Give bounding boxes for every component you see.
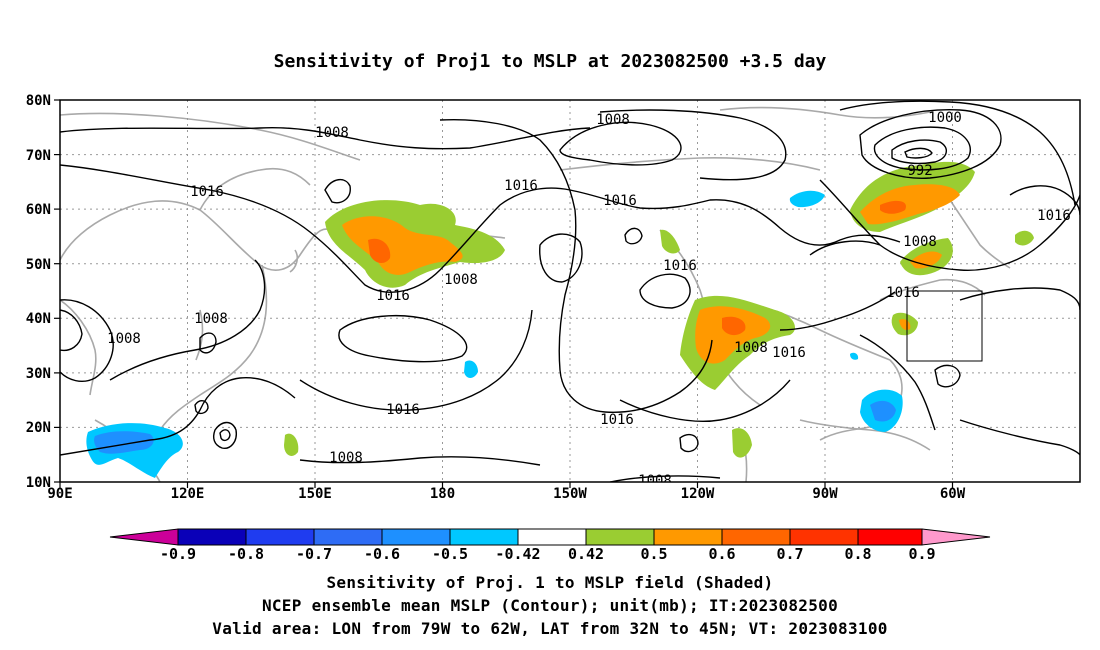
colorbar-swatch: [449, 528, 519, 546]
contour-label: 1008: [596, 112, 630, 128]
negative-sensitivity-region: [850, 352, 859, 360]
lat-label-50n: 50N: [26, 257, 51, 273]
lat-label-30n: 30N: [26, 366, 51, 382]
colorbar-swatch: [381, 528, 451, 546]
lon-label-150w: 150W: [553, 486, 587, 502]
colorbar-swatch: [313, 528, 383, 546]
positive-sensitivity-region: [1015, 230, 1034, 246]
contour-label: 1008: [734, 340, 768, 356]
positive-sensitivity-region: [284, 433, 299, 456]
colorbar-label: 0.42: [568, 545, 604, 563]
lon-label-90e: 90E: [47, 486, 72, 502]
contour-label: 1008: [315, 125, 349, 141]
positive-sensitivity-region: [899, 319, 911, 330]
lon-label-120e: 120E: [171, 486, 205, 502]
longitude-labels: 90E 120E 150E 180 150W 120W 90W 60W: [47, 486, 965, 502]
colorbar-label: 0.6: [708, 545, 735, 563]
negative-sensitivity-region: [789, 190, 825, 208]
colorbar-label: -0.7: [296, 545, 332, 563]
contour-label: 992: [907, 163, 932, 179]
latitude-labels: 80N 70N 60N 50N 40N 30N 20N 10N: [26, 93, 51, 491]
colorbar-swatch: [177, 528, 247, 546]
negative-sensitivity-region: [464, 360, 478, 378]
colorbar-swatch: [789, 528, 859, 546]
contour-label: 1008: [194, 311, 228, 327]
lat-label-60n: 60N: [26, 202, 51, 218]
contour-label: 1008: [444, 272, 478, 288]
contour-label: 1008: [329, 450, 363, 466]
contour-label: 1016: [504, 178, 538, 194]
colorbar-label: -0.9: [160, 545, 196, 563]
colorbar-label: 0.7: [776, 545, 803, 563]
contour-label: 1008: [638, 473, 672, 489]
negative-sensitivity-region: [94, 431, 154, 454]
contour-label: 1016: [1037, 208, 1071, 224]
positive-sensitivity-region: [860, 184, 960, 225]
lat-label-70n: 70N: [26, 148, 51, 164]
contour-label: 1016: [603, 193, 637, 209]
colorbar-swatch: [585, 528, 655, 546]
colorbar-swatch: [857, 528, 923, 546]
positive-sensitivity-region: [880, 200, 906, 214]
colorbar-label: 0.9: [908, 545, 935, 563]
contour-label: 1008: [107, 331, 141, 347]
colorbar-label: 0.8: [844, 545, 871, 563]
colorbar-swatch: [721, 528, 791, 546]
colorbar-label: 0.5: [640, 545, 667, 563]
colorbar: -0.9 -0.8 -0.7 -0.6 -0.5 -0.42 0.42 0.5 …: [109, 528, 991, 563]
negative-sensitivity-region: [870, 400, 896, 422]
footer-caption-line2: NCEP ensemble mean MSLP (Contour); unit(…: [261, 596, 839, 615]
lon-label-60w: 60W: [940, 486, 966, 502]
contour-labels: 1008 1016 1008 1016 1000 992 1016 1008 1…: [107, 110, 1071, 489]
gridlines: [60, 100, 1080, 482]
colorbar-low-arrow: [109, 528, 179, 546]
contour-label: 1016: [600, 412, 634, 428]
lat-label-80n: 80N: [26, 93, 51, 109]
lat-label-20n: 20N: [26, 420, 51, 436]
contour-label: 1016: [376, 288, 410, 304]
contour-label: 1016: [386, 402, 420, 418]
colorbar-swatch: [653, 528, 723, 546]
footer-caption-line3: Valid area: LON from 79W to 62W, LAT fro…: [212, 619, 888, 638]
positive-sensitivity-region: [342, 216, 463, 275]
lon-label-150e: 150E: [298, 486, 332, 502]
figure-title: Sensitivity of Proj1 to MSLP at 20230825…: [274, 51, 827, 72]
lon-label-90w: 90W: [812, 486, 838, 502]
mslp-contours: [60, 100, 1080, 482]
contour-label: 1016: [190, 184, 224, 200]
contour-label: 1016: [772, 345, 806, 361]
contour-label: 1008: [903, 234, 937, 250]
colorbar-swatch: [517, 528, 587, 546]
contour-label: 1016: [886, 285, 920, 301]
positive-sensitivity-region: [368, 238, 391, 264]
positive-sensitivity-region: [910, 251, 942, 269]
colorbar-label: -0.6: [364, 545, 400, 563]
lon-label-120w: 120W: [681, 486, 715, 502]
lat-label-10n: 10N: [26, 475, 51, 491]
contour-label: 1000: [928, 110, 962, 126]
positive-sensitivity-region: [660, 229, 680, 254]
sensitivity-shading: [86, 161, 1034, 478]
axis-ticks: [54, 99, 954, 488]
colorbar-high-arrow: [921, 528, 991, 546]
valid-area-box: [906, 290, 983, 362]
positive-sensitivity-region: [722, 316, 746, 336]
positive-sensitivity-region: [732, 428, 752, 458]
colorbar-label: -0.8: [228, 545, 264, 563]
colorbar-label: -0.42: [495, 545, 540, 563]
lon-label-180: 180: [430, 486, 455, 502]
contour-label: 1016: [663, 258, 697, 274]
map-panel: 1008 1016 1008 1016 1000 992 1016 1008 1…: [26, 93, 1081, 502]
colorbar-swatch: [245, 528, 315, 546]
lat-label-40n: 40N: [26, 311, 51, 327]
footer-caption-line1: Sensitivity of Proj. 1 to MSLP field (Sh…: [326, 573, 774, 592]
colorbar-label: -0.5: [432, 545, 468, 563]
